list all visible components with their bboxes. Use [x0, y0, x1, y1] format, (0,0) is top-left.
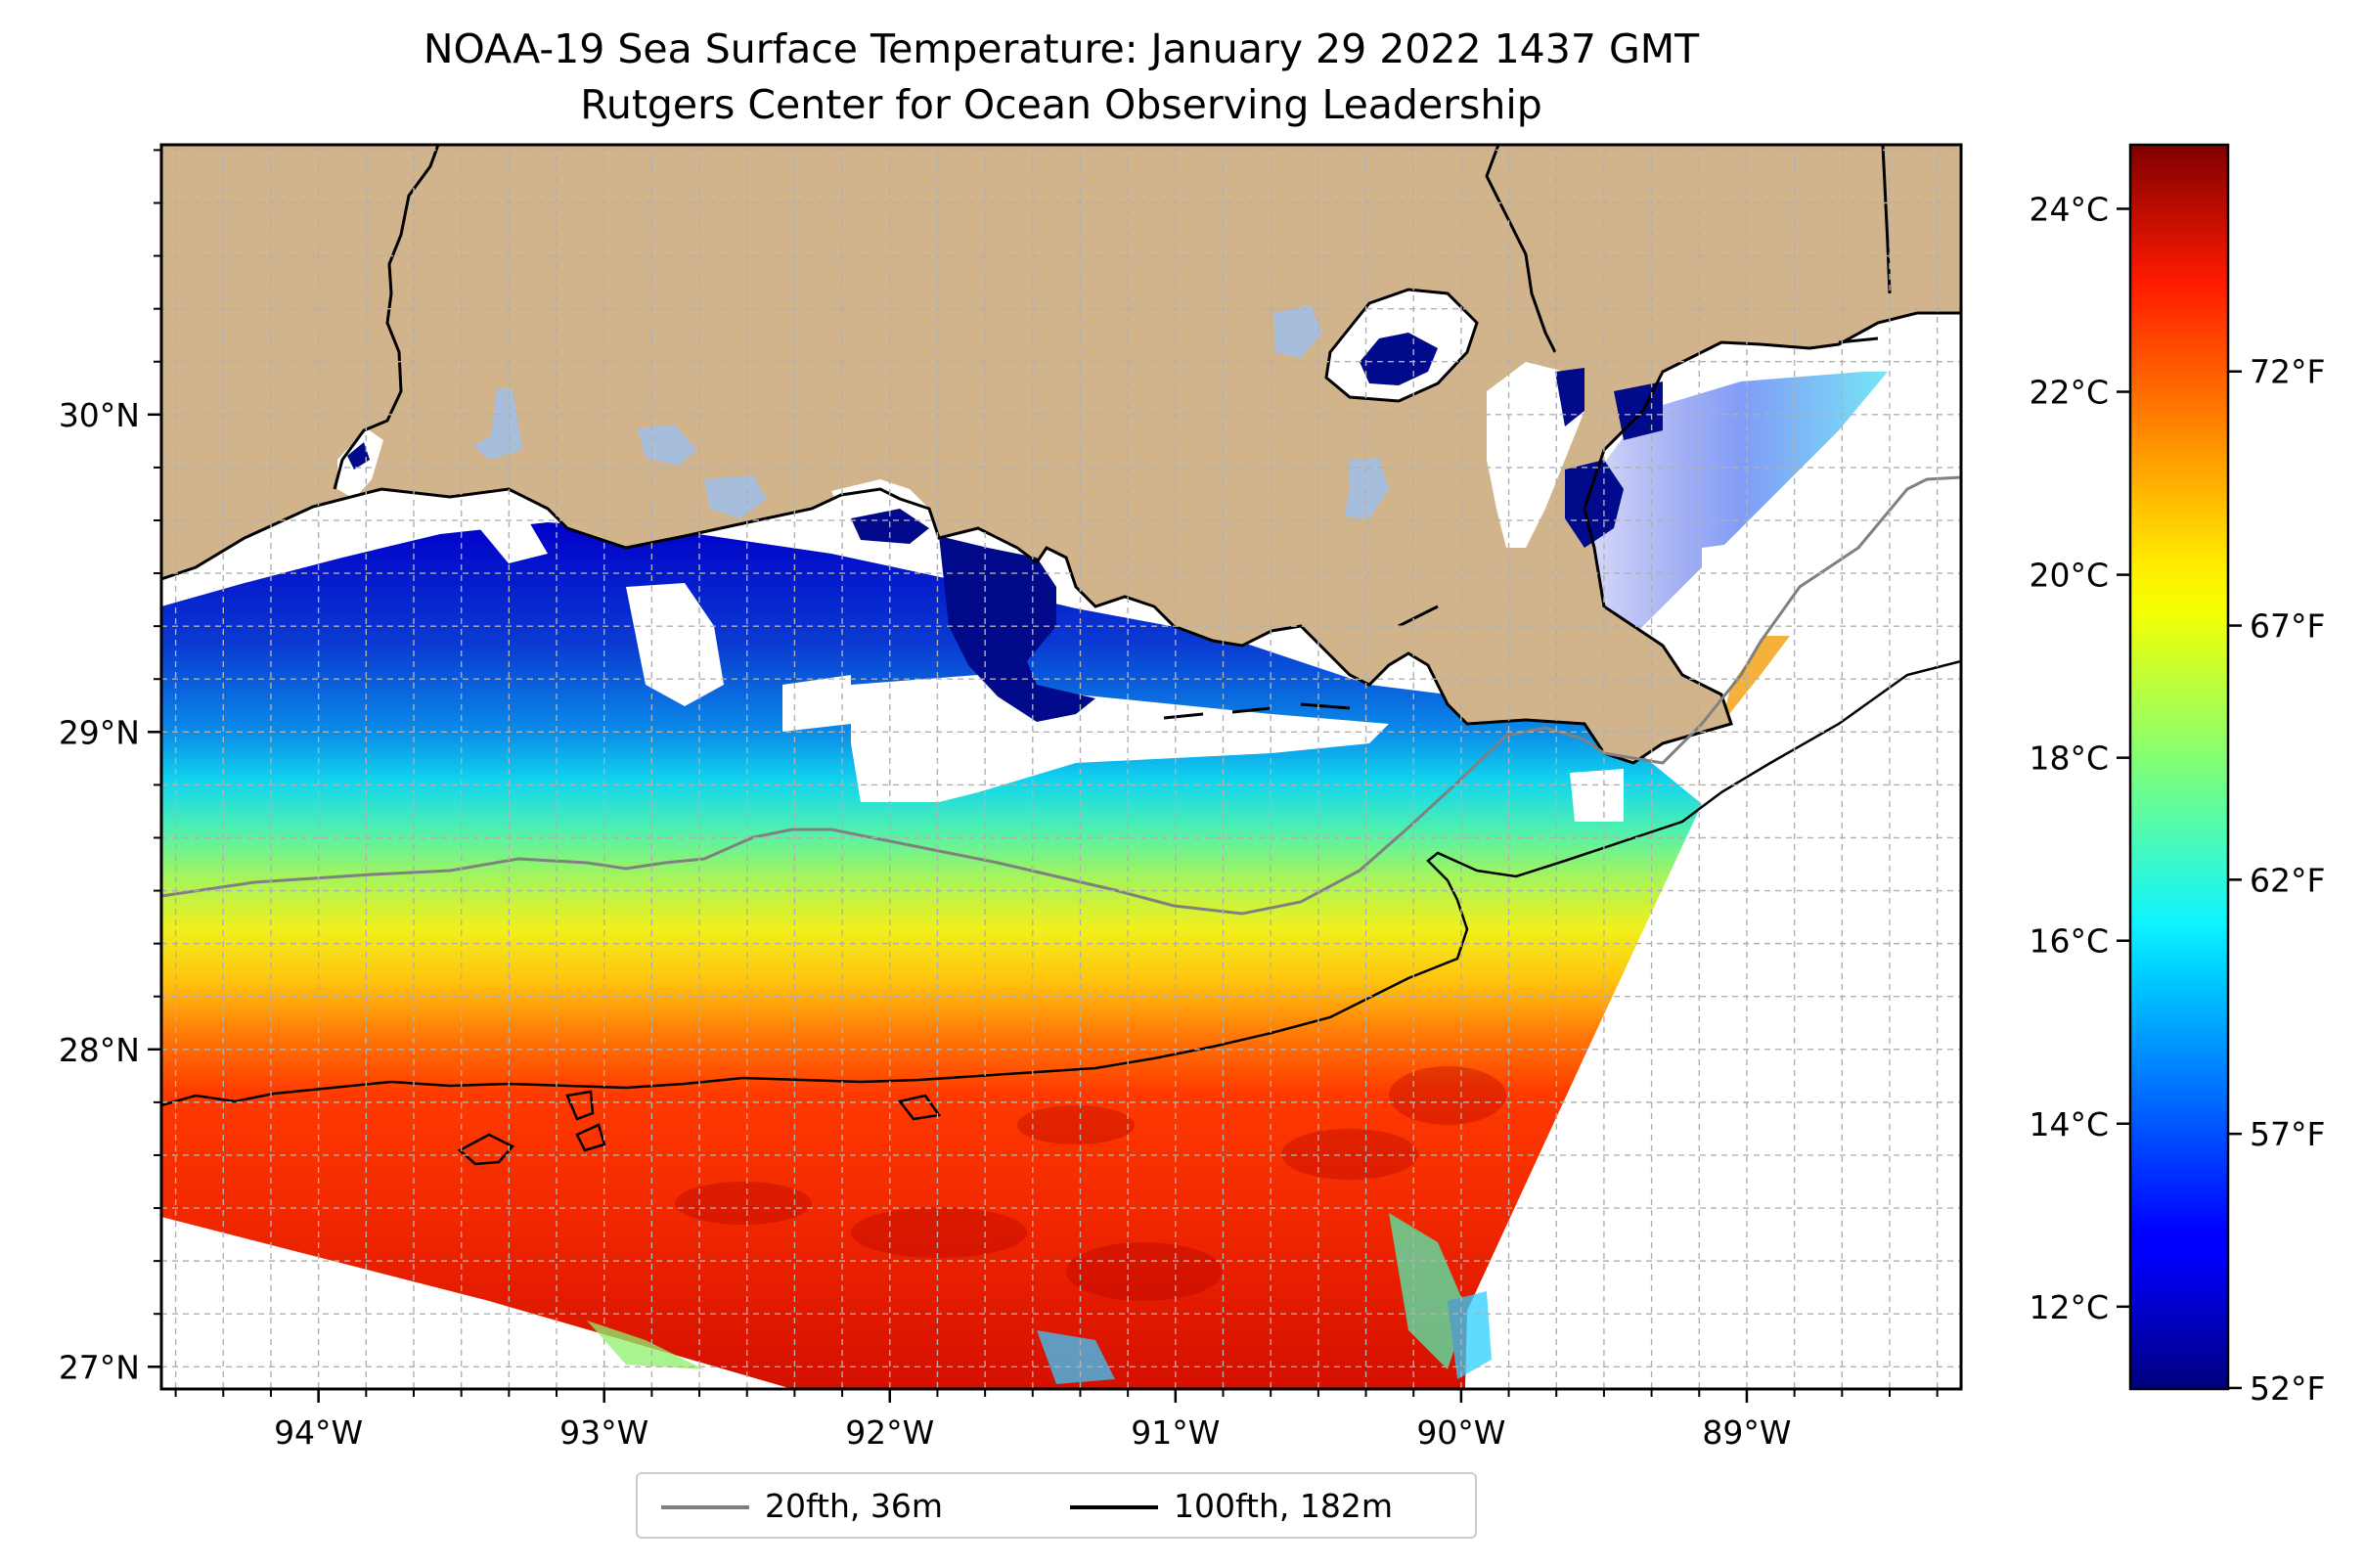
marsh-shelf	[1487, 362, 1584, 548]
isobath-100fth	[161, 659, 1961, 1107]
x-tick-label: 92°W	[845, 1413, 934, 1452]
barrier-islands	[1163, 336, 1879, 720]
lake-pontchartrain-core	[1360, 333, 1438, 385]
y-tick-label: 27°N	[59, 1348, 140, 1386]
cloud-patch	[1570, 769, 1624, 822]
y-tick-label: 30°N	[59, 396, 140, 434]
map-title: NOAA-19 Sea Surface Temperature: January…	[423, 25, 1700, 72]
map-subtitle: Rutgers Center for Ocean Observing Leade…	[580, 81, 1542, 128]
lake	[1344, 458, 1389, 518]
lake-shore	[1324, 288, 1479, 403]
legend-swatch-20fth	[661, 1505, 749, 1509]
bank-contour	[457, 1090, 942, 1166]
lake	[704, 475, 767, 518]
x-tick-label: 89°W	[1702, 1413, 1791, 1452]
map-frame	[159, 143, 1963, 1391]
x-tick-label: 94°W	[274, 1413, 363, 1452]
legend-label-20fth: 20fth, 36m	[765, 1487, 943, 1525]
legend-swatch-100fth	[1070, 1505, 1158, 1509]
cloud-patch	[782, 675, 851, 732]
y-tick-label: 29°N	[59, 713, 140, 751]
isobath-legend: 20fth, 36m 100fth, 182m	[636, 1472, 1477, 1539]
coastline	[161, 311, 1961, 765]
marsh-cold	[1565, 460, 1624, 548]
x-tick-label: 93°W	[559, 1413, 648, 1452]
lake	[473, 389, 522, 460]
sst-cool-streaks	[587, 1213, 1492, 1384]
map-ticks	[148, 149, 1939, 1403]
map-tick-labels: 94°W 93°W 92°W 91°W 90°W 89°W 27°N 28°N 29°N 30°N	[59, 396, 1792, 1452]
sst-texture	[675, 1066, 1506, 1301]
marsh-cold	[1555, 368, 1584, 426]
legend-label-100fth: 100fth, 182m	[1174, 1487, 1393, 1525]
x-tick-label: 91°W	[1131, 1413, 1220, 1452]
map-gridlines	[161, 145, 1961, 1389]
cloud-patch	[479, 520, 548, 563]
inner-bay-core	[347, 442, 370, 470]
lake	[638, 425, 696, 466]
marsh-cold	[939, 536, 1095, 722]
sst-delta-warm-strip	[1721, 636, 1790, 724]
cloud-patch	[1702, 544, 1731, 579]
y-tick-label: 28°N	[59, 1031, 140, 1069]
state-border	[1485, 145, 1557, 353]
land-louisiana	[161, 145, 1961, 763]
state-border	[333, 145, 440, 490]
lake	[1273, 305, 1322, 358]
isobath-20fth	[161, 475, 1961, 916]
x-tick-label: 90°W	[1416, 1413, 1505, 1452]
